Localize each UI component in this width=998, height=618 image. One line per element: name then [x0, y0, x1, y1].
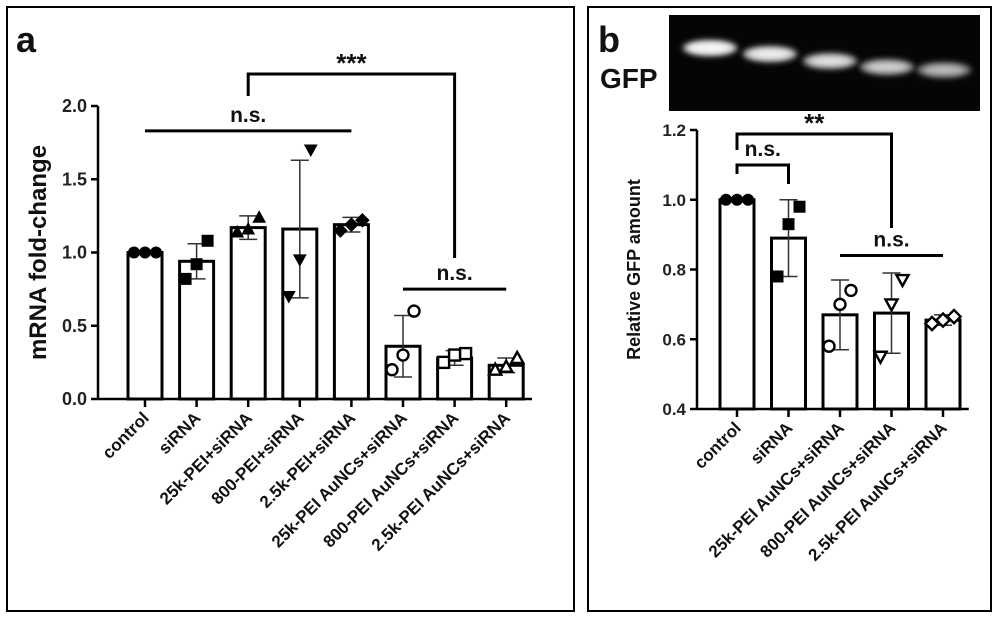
chart-a-data-point: [509, 349, 526, 365]
chart-b-data-point: [872, 350, 889, 366]
chart-a-data-point: [230, 224, 245, 238]
chart-b: 0.4 0.6 0.8 1.0 1.2 Relative GFP amount contro…: [624, 108, 969, 565]
chart-a-y-axis-label: mRNA fold-change: [25, 145, 52, 360]
chart-a-data-point: [150, 246, 162, 259]
chart-b-y-axis-label: Relative GFP amount: [624, 179, 644, 360]
chart-b-data-point: [945, 308, 963, 325]
chart-b-data-point: [844, 283, 858, 298]
panel-a-letter: a: [16, 19, 37, 60]
chart-a-y-tick-label: 2.0: [62, 96, 87, 116]
chart-b-data-point: [782, 218, 795, 231]
chart-b-data-point: [771, 270, 784, 283]
gel-band-core: [810, 57, 850, 65]
gel-bands: [683, 40, 971, 78]
chart-b-y-tick-label: 0.8: [662, 261, 686, 280]
chart-a-bar: [126, 251, 164, 401]
chart-a: 0.0 0.5 1.0 1.5 2.0 mRNA fold-change control si…: [25, 48, 532, 555]
chart-a-significance-label: ***: [336, 48, 367, 78]
chart-a-data-point: [252, 210, 267, 223]
panel-b-letter: b: [598, 19, 620, 60]
chart-a-data-point: [436, 355, 451, 370]
chart-a-y-tick-label: 1.0: [62, 243, 87, 263]
chart-b-y-tick-label: 1.0: [662, 191, 686, 210]
panel-a-frame: [6, 6, 575, 612]
chart-a-data-point: [355, 212, 370, 228]
chart-b-y-tick-label: 1.2: [662, 121, 686, 140]
chart-b-significance-bracket: [735, 163, 790, 184]
chart-a-data-point: [447, 348, 462, 362]
chart-a-data-point: [407, 304, 421, 318]
chart-a-data-point: [344, 217, 359, 232]
chart-a-data-point: [190, 258, 203, 271]
chart-b-significance-label: **: [804, 108, 825, 138]
chart-a-x-tick-label: 2.5k-PEI+siRNA: [256, 408, 359, 511]
chart-b-data-point: [833, 297, 847, 312]
gel-band-core: [924, 66, 964, 74]
chart-a-bar: [229, 226, 267, 401]
chart-a-x-tick-label: 25k-PEI+siRNA: [156, 408, 256, 508]
panel-b-frame: [587, 6, 992, 612]
chart-b-x-tick-label: siRNA: [747, 418, 797, 468]
chart-a-data-point: [487, 361, 504, 376]
chart-a-data-point: [292, 254, 307, 267]
chart-b-data-point: [720, 193, 732, 206]
chart-b-significance-label: n.s.: [873, 229, 909, 252]
chart-b-x-tick-label: control: [691, 418, 745, 472]
chart-a-data-point: [396, 348, 410, 362]
chart-a-significance-label: n.s.: [230, 104, 266, 127]
chart-b-bar: [924, 318, 962, 411]
chart-a-x-tick-label: control: [99, 408, 153, 462]
chart-a-y-tick-label: 0.0: [62, 389, 87, 409]
chart-b-significance-bracket: [735, 132, 893, 228]
chart-a-data-point: [139, 246, 151, 259]
chart-a-significance-label: n.s.: [437, 262, 473, 285]
gel-band-core: [690, 44, 730, 52]
chart-b-y-tick-label: 0.4: [662, 400, 686, 419]
chart-a-data-point: [128, 246, 140, 259]
chart-a-data-point: [201, 234, 214, 247]
chart-b-significance-label: n.s.: [745, 138, 781, 161]
gel-band-core: [750, 50, 790, 58]
chart-b-data-point: [793, 200, 806, 213]
chart-b-data-point: [742, 193, 754, 206]
chart-b-data-point: [883, 298, 900, 313]
chart-a-x-tick-label: siRNA: [155, 408, 205, 458]
chart-b-bar: [718, 198, 756, 411]
chart-a-y-tick-label: 0.5: [62, 316, 87, 336]
chart-a-data-point: [385, 363, 399, 377]
chart-a-data-point: [458, 346, 473, 361]
chart-a-x-tick-label: 800-PEI+siRNA: [208, 408, 308, 508]
gel-label: GFP: [600, 63, 658, 94]
chart-b-y-tick-label: 0.6: [662, 330, 686, 349]
chart-a-data-point: [498, 358, 515, 373]
chart-a-data-point: [303, 144, 318, 158]
chart-b-data-point: [894, 273, 911, 289]
chart-a-data-point: [281, 291, 296, 304]
chart-a-data-point: [241, 221, 256, 235]
chart-a-data-point: [179, 272, 192, 285]
chart-a-significance-bracket: [246, 72, 457, 258]
chart-a-data-point: [333, 223, 348, 238]
gel-band-core: [867, 63, 907, 71]
chart-a-bar: [332, 223, 370, 401]
chart-b-data-point: [822, 339, 836, 353]
chart-b-data-point: [731, 193, 743, 206]
chart-a-y-tick-label: 1.5: [62, 169, 87, 189]
